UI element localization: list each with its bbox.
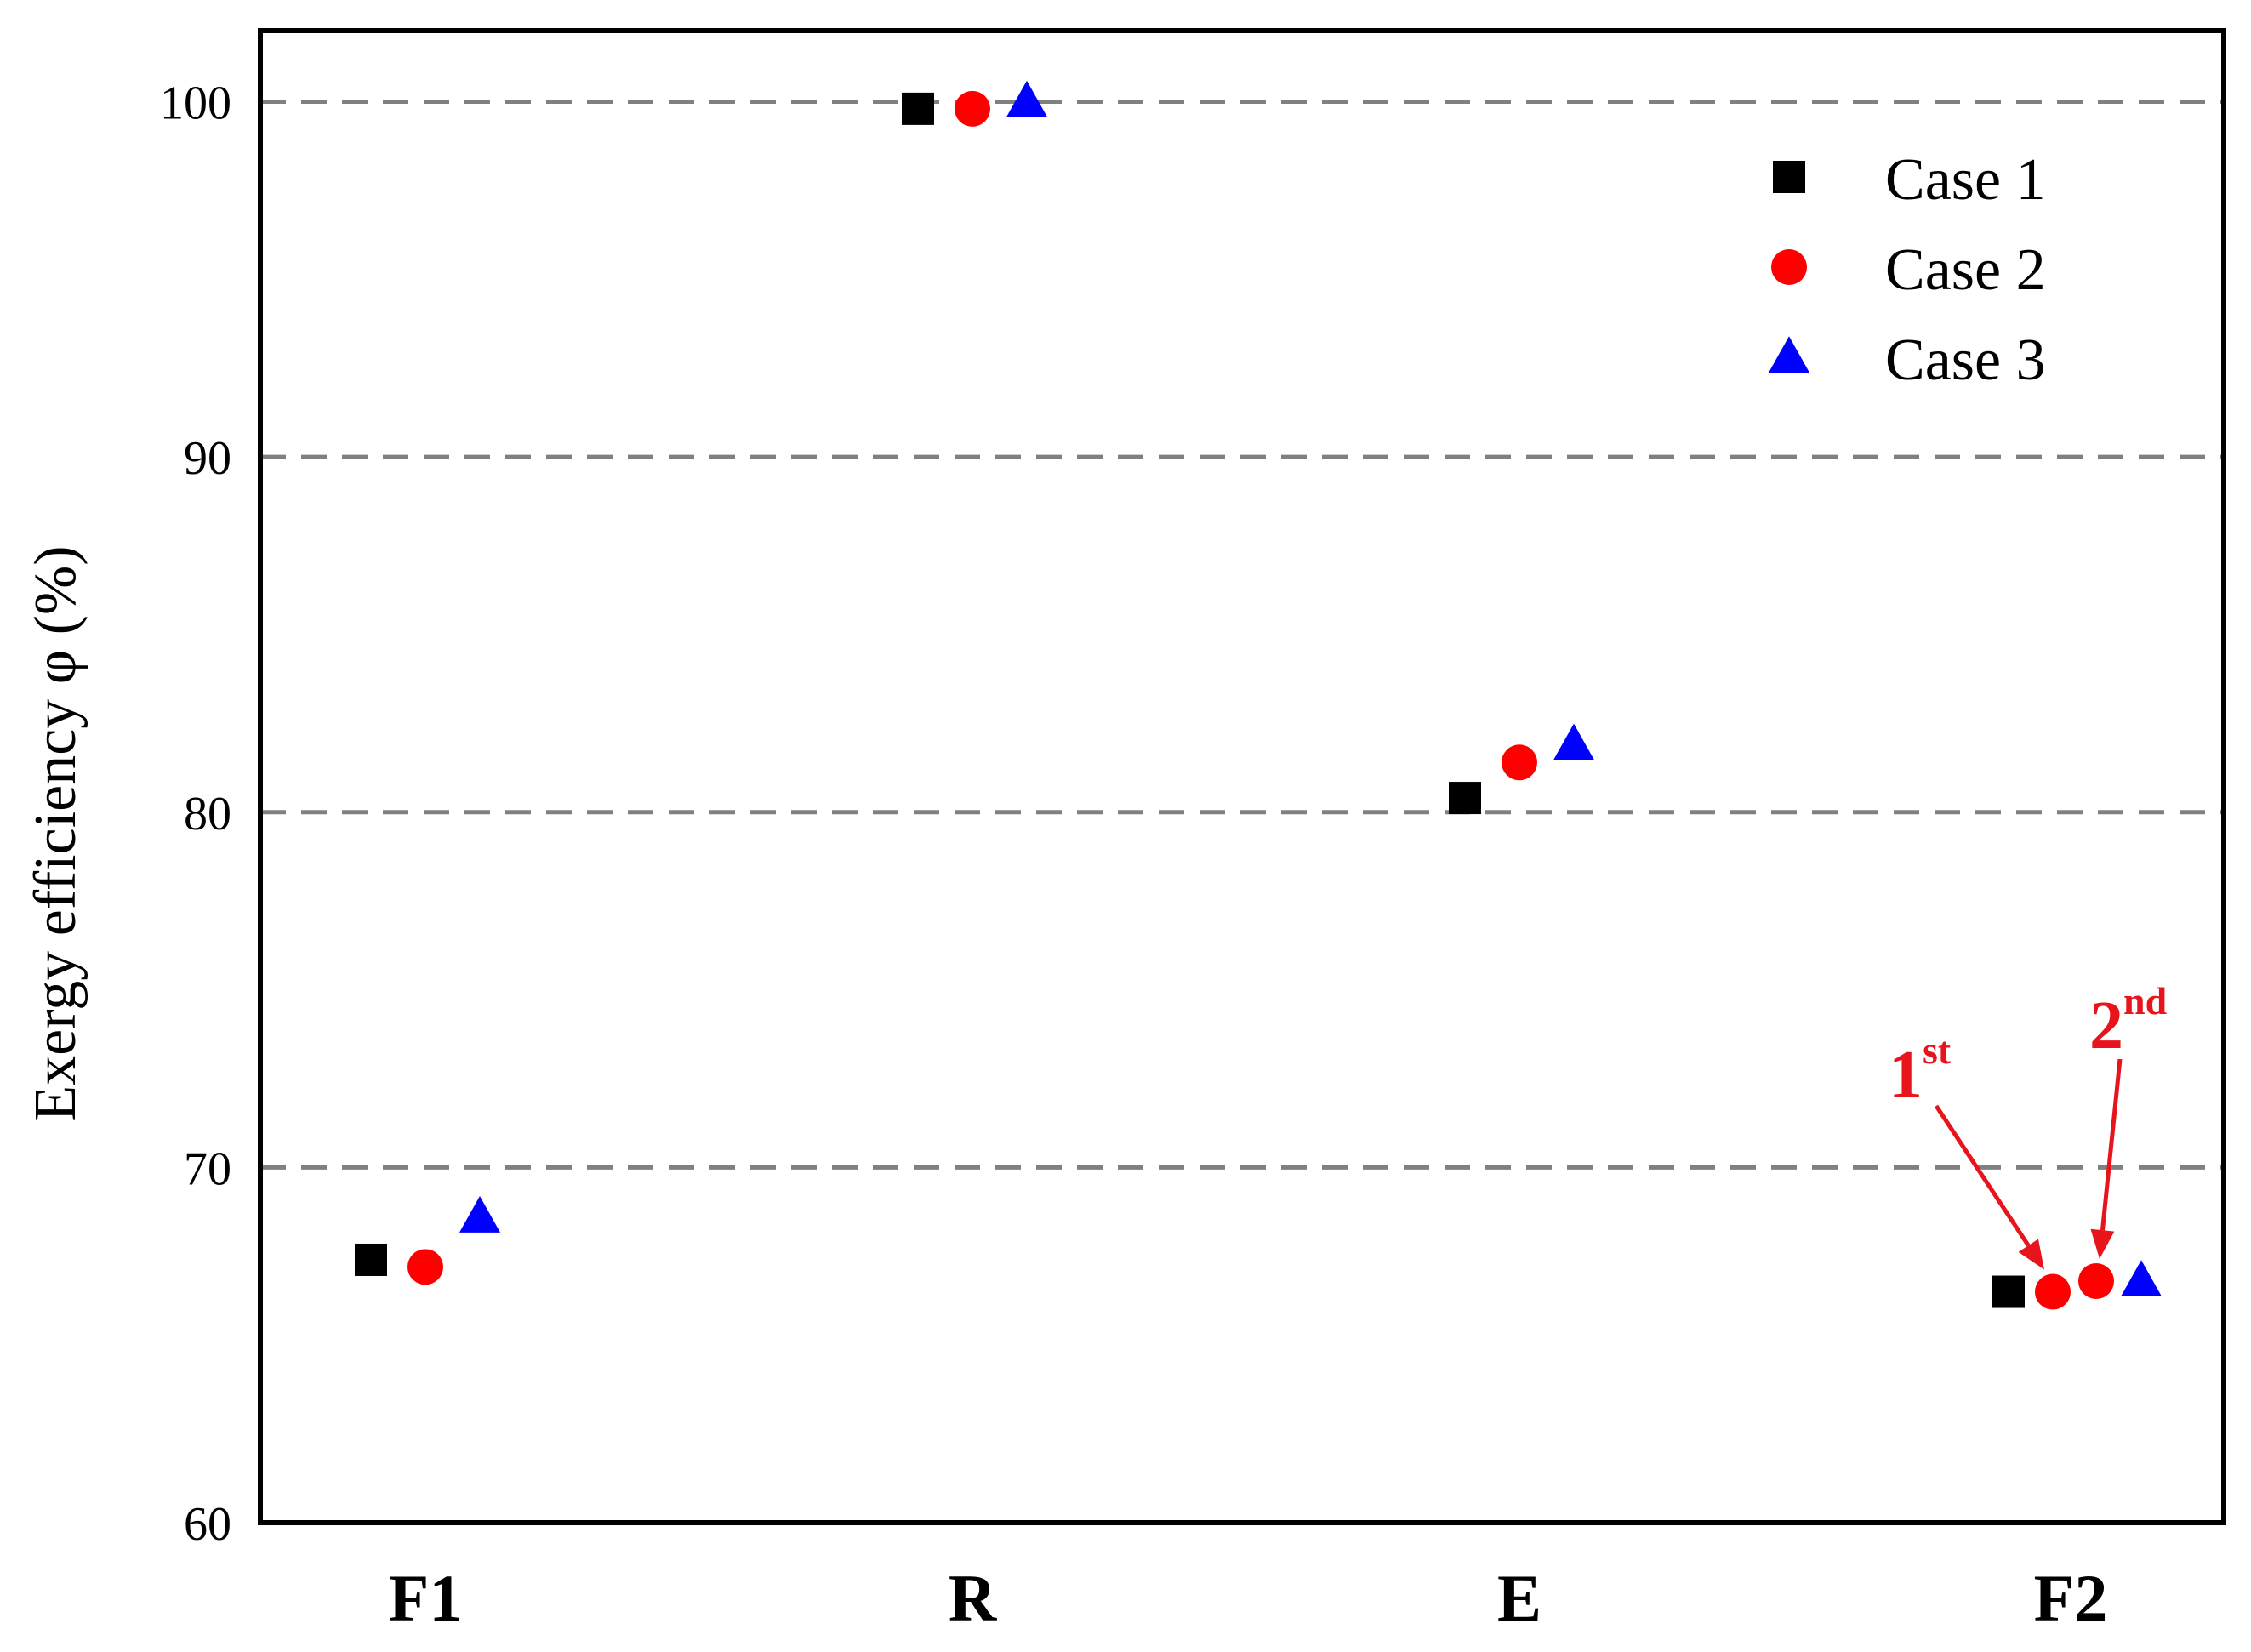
annotation-1st-arrow-shaft <box>1934 1104 2031 1247</box>
data-points <box>355 80 2162 1310</box>
point-case-2-f1 <box>407 1249 443 1285</box>
annotations: 1st 2nd <box>1889 979 2168 1270</box>
annotation-2nd-arrow-shaft <box>2100 1058 2123 1231</box>
x-category-label-F2: F2 <box>2034 1561 2108 1635</box>
legend-marker-case-2 <box>1771 249 1807 285</box>
plot-area-frame <box>258 28 2226 1525</box>
legend-label-case-2: Case 2 <box>1885 237 2046 303</box>
point-case-2-r <box>955 90 990 127</box>
point-case-2-e <box>1502 744 1537 781</box>
point-case-1-r <box>902 92 934 125</box>
annotation-1st: 1st <box>1889 1028 1952 1113</box>
point-case-2-f2 <box>2035 1273 2071 1310</box>
y-axis-ticks: 60 70 80 90 100 <box>160 77 231 1551</box>
y-tick-label: 60 <box>184 1498 231 1551</box>
legend-label-case-1: Case 1 <box>1885 147 2046 213</box>
point-case-3-e <box>1553 723 1594 760</box>
x-category-label-R: R <box>949 1561 998 1635</box>
x-category-label-F1: F1 <box>389 1561 463 1635</box>
legend: Case 1 Case 2 Case 3 <box>1769 147 2046 393</box>
point-case-3-r <box>1006 80 1047 117</box>
annotation-1st-arrow-head <box>2018 1239 2044 1270</box>
legend-marker-case-3 <box>1769 336 1809 373</box>
legend-marker-case-1 <box>1773 161 1805 193</box>
point-case-3-f2 <box>2121 1260 2162 1297</box>
point-case-3-f1 <box>459 1196 500 1233</box>
annotation-2nd-arrow-head <box>2090 1228 2115 1260</box>
y-tick-label: 100 <box>160 77 231 130</box>
y-tick-label: 80 <box>184 788 231 840</box>
y-tick-label: 90 <box>184 432 231 485</box>
point-case-1-f2 <box>1992 1275 2025 1308</box>
x-category-label-E: E <box>1497 1561 1542 1635</box>
grid-lines <box>260 100 2224 1170</box>
legend-label-case-3: Case 3 <box>1885 328 2046 393</box>
annotation-2nd: 2nd <box>2089 979 2168 1063</box>
point-case-1-f1 <box>355 1243 387 1276</box>
point-case-1-e <box>1449 782 1481 815</box>
point-case-2-f2 <box>2078 1263 2114 1300</box>
x-axis-category-labels: F1 R E F2 <box>389 1561 2108 1635</box>
y-tick-label: 70 <box>184 1142 231 1195</box>
y-axis-label: Exergy efficiency φ (%) <box>23 545 88 1121</box>
